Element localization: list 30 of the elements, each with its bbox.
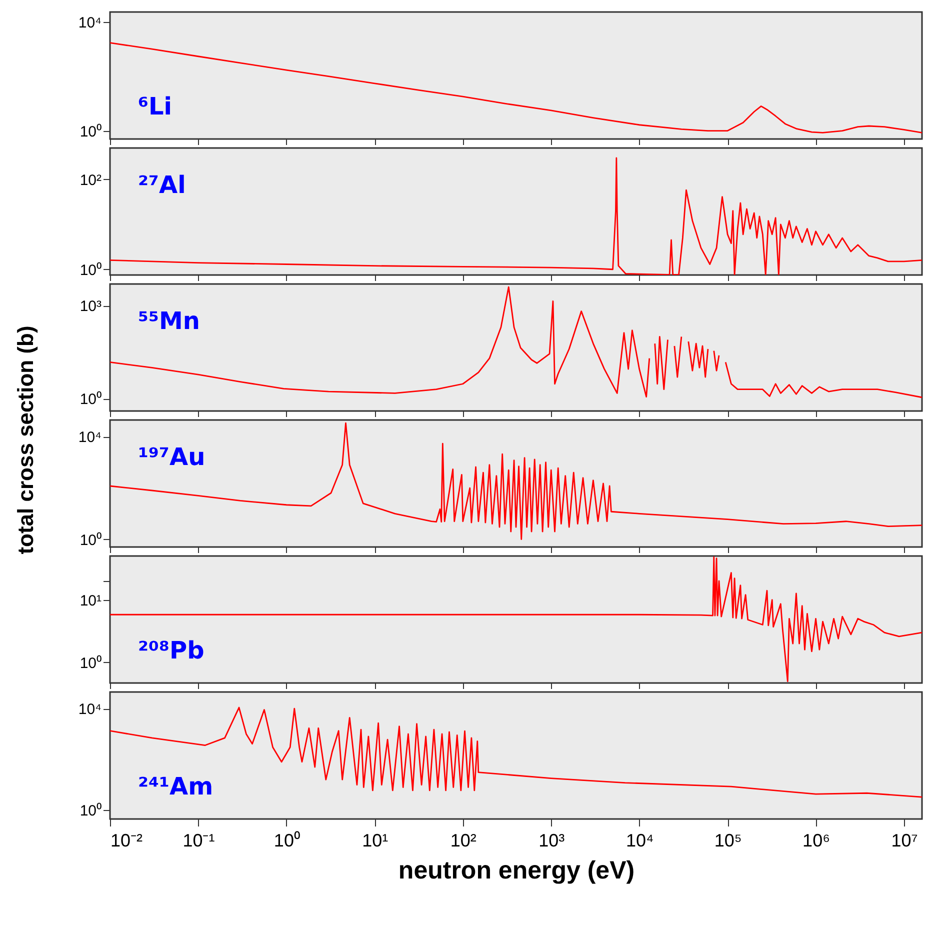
y-tick-label: 10⁰	[80, 532, 102, 549]
y-tick-label: 10⁰	[80, 391, 102, 408]
annotation: ²⁰⁸Pb	[138, 636, 204, 664]
y-tick-label: 10¹	[80, 592, 102, 610]
x-tick-label: 10⁷	[891, 830, 918, 850]
x-axis-title: neutron energy (eV)	[398, 856, 635, 884]
x-tick-label: 10⁰	[274, 830, 300, 850]
y-tick-label: 10⁰	[80, 262, 102, 279]
x-tick-label: 10⁶	[802, 830, 830, 850]
annotation: ⁶Li	[138, 92, 172, 120]
y-tick-label: 10⁴	[78, 701, 102, 718]
y-axis-title: total cross section (b)	[13, 326, 39, 554]
x-tick-label: 10⁵	[714, 830, 742, 850]
y-tick-label: 10⁰	[80, 123, 102, 140]
y-tick-label: 10²	[80, 172, 102, 189]
x-tick-label: 10⁻²	[110, 830, 143, 850]
y-tick-label: 10⁰	[80, 654, 102, 672]
y-tick-label: 10⁰	[80, 802, 102, 820]
annotation: ²⁴¹Am	[138, 772, 214, 800]
annotation: ²⁷Al	[138, 171, 186, 200]
annotation: ⁵⁵Mn	[138, 307, 200, 336]
y-tick-label: 10⁴	[78, 14, 102, 32]
x-tick-label: 10²	[450, 830, 476, 850]
annotation: ¹⁹⁷Au	[138, 443, 206, 472]
x-tick-label: 10⁴	[626, 830, 654, 850]
y-tick-label: 10⁴	[78, 429, 102, 446]
x-tick-label: 10³	[538, 830, 565, 850]
x-tick-label: 10⁻¹	[182, 830, 215, 850]
y-tick-label: 10³	[80, 298, 102, 316]
x-tick-label: 10¹	[362, 830, 388, 850]
